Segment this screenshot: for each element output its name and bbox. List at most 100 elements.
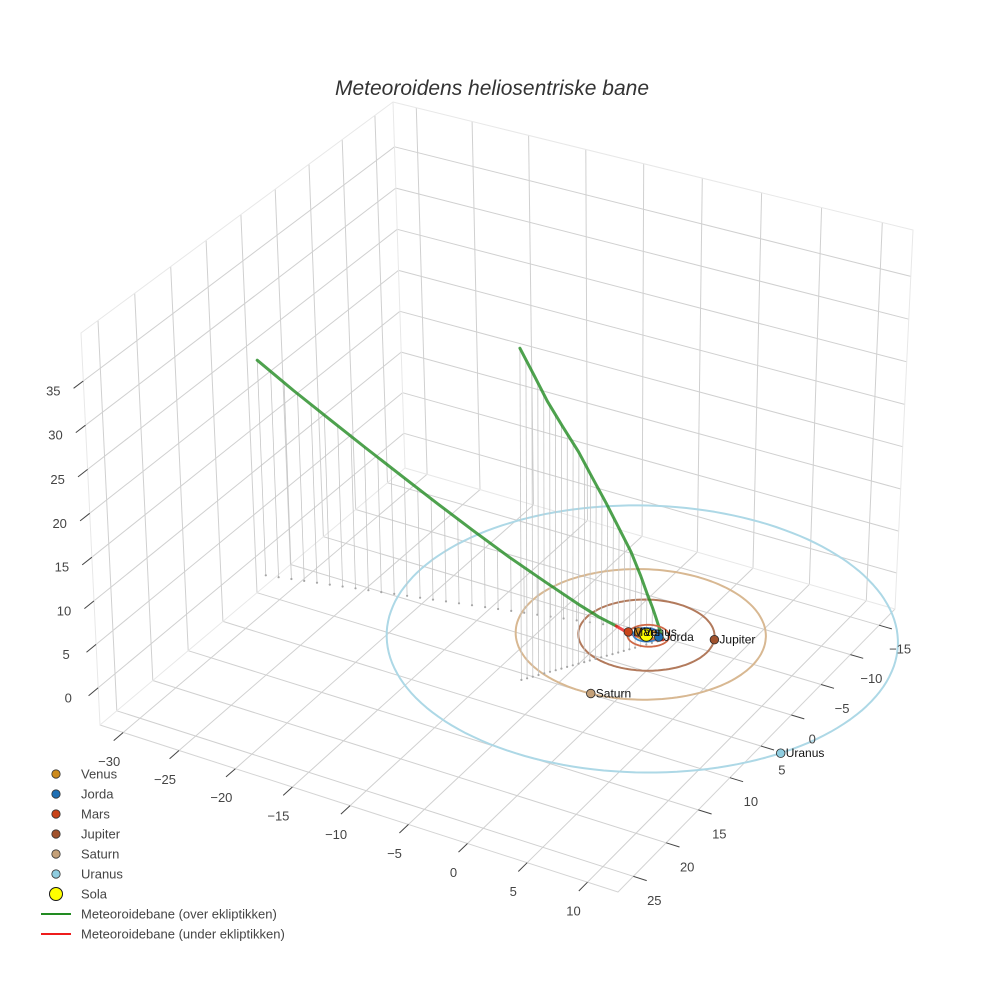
floor-grid-line — [526, 584, 810, 864]
drop-line-foot — [622, 649, 625, 653]
drop-line — [417, 488, 421, 598]
x-tick-label: −10 — [325, 827, 347, 842]
legend-item-sola[interactable]: Sola — [49, 887, 108, 902]
wall-grid-line — [865, 222, 883, 601]
drop-line — [595, 484, 597, 659]
x-tick-mark — [399, 824, 409, 834]
drop-line — [444, 508, 447, 602]
orbit-jupiter — [577, 598, 716, 672]
drop-line-foot — [406, 594, 409, 597]
legend-item-meteoroid-above[interactable]: Meteoroidebane (over ekliptikken) — [41, 907, 277, 922]
drop-line — [612, 517, 614, 655]
legend-label-saturn: Saturn — [81, 847, 119, 862]
planet-label-jorda: Jorda — [664, 630, 694, 644]
outer-orbits-layer — [385, 504, 899, 774]
drop-line — [310, 404, 318, 583]
markers-layer — [586, 627, 786, 758]
floor-grid-line — [355, 509, 851, 656]
legend-item-uranus[interactable]: Uranus — [51, 867, 124, 882]
drop-line-foot — [588, 659, 591, 662]
drop-line-foot — [605, 654, 608, 657]
drop-line-foot — [470, 604, 474, 607]
z-tick-label: 20 — [52, 516, 66, 531]
legend-item-jupiter[interactable]: Jupiter — [51, 827, 121, 842]
z-tick-mark — [84, 600, 95, 609]
legend-item-saturn[interactable]: Saturn — [51, 847, 120, 862]
wall-grid-line — [402, 392, 899, 532]
drop-line-foot — [602, 623, 605, 626]
z-tick-mark — [79, 512, 91, 522]
wall-grid-line — [752, 192, 763, 569]
z-tick-mark — [88, 687, 99, 697]
chart-title: Meteoroidens heliosentriske bane — [335, 77, 649, 100]
drop-line-foot — [577, 662, 580, 665]
drop-line-foot — [536, 613, 539, 616]
drop-line — [256, 360, 267, 576]
legend-marker-jorda — [51, 789, 61, 799]
z-tick-label: 0 — [65, 690, 72, 705]
drop-line-foot — [628, 648, 631, 651]
legend-item-meteoroid-below[interactable]: Meteoroidebane (under ekliptikken) — [41, 927, 285, 942]
wall-grid-line — [341, 139, 357, 510]
legend-item-mars[interactable]: Mars — [51, 807, 111, 822]
floor-grid-line — [587, 600, 867, 883]
drop-line-foot — [393, 592, 396, 596]
legend-item-venus[interactable]: Venus — [51, 767, 118, 782]
drop-line-foot — [264, 574, 267, 577]
wall-grid-line — [585, 149, 588, 521]
box-floor-back-edge — [99, 467, 406, 726]
drop-line-foot — [367, 589, 370, 592]
orbit-saturn — [514, 568, 767, 701]
drop-line-foot — [328, 583, 331, 586]
planet-marker-mars — [623, 627, 634, 637]
wall-grid-line — [89, 270, 399, 514]
legend: Venus Jorda Mars Jupiter Saturn Uranus — [41, 767, 285, 942]
legend-item-jorda[interactable]: Jorda — [51, 787, 114, 802]
floor-grid-line — [188, 650, 699, 811]
legend-marker-saturn — [51, 849, 61, 859]
planet-label-saturn: Saturn — [596, 687, 631, 701]
z-tick-label: 35 — [46, 384, 60, 399]
x-tick-mark — [113, 732, 124, 741]
drop-line-foot — [634, 646, 637, 649]
drop-line-foot — [520, 678, 523, 682]
wall-grid-line — [93, 351, 402, 602]
legend-label-jorda: Jorda — [81, 787, 114, 802]
legend-marker-mars — [51, 809, 61, 819]
z-tick-label: 15 — [55, 560, 69, 575]
floor-grid-line — [152, 680, 667, 844]
wall-grid-line — [471, 121, 481, 490]
y-tick-label: −15 — [889, 642, 911, 657]
floor-grid-line — [256, 592, 762, 747]
floor-grid-line — [349, 535, 643, 806]
drop-line-foot — [537, 673, 540, 677]
drop-line-foot — [611, 653, 614, 656]
legend-label-meteoroid-above: Meteoroidebane (over ekliptikken) — [81, 907, 277, 922]
planet-marker-uranus — [776, 748, 786, 758]
drop-line — [510, 558, 512, 611]
planet-label-uranus: Uranus — [786, 746, 825, 760]
wall-grid-line — [808, 207, 823, 585]
drop-line-foot — [543, 672, 546, 675]
drop-line — [525, 359, 528, 679]
planet-label-venus: Venus — [644, 625, 677, 639]
z-tick-mark — [77, 469, 88, 478]
drop-line-foot — [380, 591, 383, 594]
x-tick-label: −20 — [210, 790, 232, 805]
box-back-edge — [392, 101, 406, 469]
y-tick-mark — [791, 714, 805, 720]
y-tick-label: 5 — [778, 763, 785, 778]
legend-marker-jupiter — [51, 829, 61, 839]
y-tick-label: 25 — [647, 893, 661, 908]
x-tick-mark — [517, 862, 528, 872]
y-tick-mark — [729, 777, 744, 783]
wall-grid-line — [696, 178, 703, 553]
drop-line-foot — [562, 617, 565, 620]
x-tick-label: −5 — [387, 846, 402, 861]
legend-label-meteoroid-below: Meteoroidebane (under ekliptikken) — [81, 927, 285, 942]
drop-line-foot — [566, 665, 569, 669]
wall-grid-line — [374, 115, 388, 483]
